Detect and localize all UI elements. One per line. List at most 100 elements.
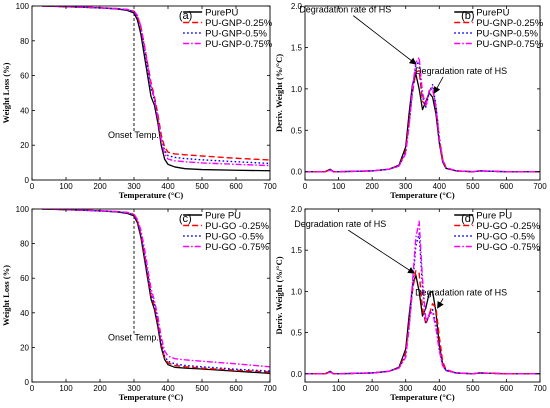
onset-label-a: Onset Temp. <box>108 130 159 140</box>
x-tick-label-b: 200 <box>365 182 379 191</box>
y-tick-label-d: 1.5 <box>291 246 303 255</box>
y-tick-label-c: 60 <box>20 274 29 283</box>
y-tick-label-b: 0.5 <box>291 126 303 135</box>
y-tick-label-b: 1.5 <box>291 43 303 52</box>
y-tick-label-d: 1.0 <box>291 287 303 296</box>
x-tick-label-a: 100 <box>59 182 73 191</box>
series-line-a-3 <box>42 6 270 167</box>
y-tick-label-d: 2.0 <box>291 205 303 214</box>
series-line-d-3 <box>305 220 540 375</box>
legend-label-c-3: PU-GO -0.75% <box>205 242 269 253</box>
legend-label-a-1: PU-GNP-0.25% <box>205 18 273 29</box>
annotation-d-1: Degradation rate of HS <box>415 288 507 298</box>
x-tick-label-d: 100 <box>332 384 346 393</box>
x-tick-label-d: 200 <box>365 384 379 393</box>
series-line-b-0 <box>305 73 540 173</box>
legend-label-d-2: PU-GO -0.5% <box>476 231 535 242</box>
y-tick-label-d: 0.0 <box>291 370 303 379</box>
panel-c: Onset Temp. 0 100 200 300 400 500 600 700 0 20 40 60… <box>1 205 277 402</box>
x-tick-label-d: 400 <box>433 384 447 393</box>
y-tick-label-b: 1.0 <box>291 85 303 94</box>
x-tick-label-c: 600 <box>229 384 243 393</box>
y-tick-label-d: 0.5 <box>291 329 303 338</box>
y-axis-label-d: Deriv. Weight (%/°C) <box>274 256 284 334</box>
axes-frame-a <box>31 5 271 181</box>
annotation-arrow-b-0 <box>353 15 417 65</box>
annotation-arrow-d-0 <box>348 229 415 274</box>
y-tick-label-b: 2.0 <box>291 2 303 11</box>
x-tick-label-a: 200 <box>93 182 107 191</box>
axes-frame-d <box>304 208 541 383</box>
panel-d: 0 100 200 300 400 500 600 700 0.0 0.5 1.0 1.5 2.0 Tem… <box>274 205 547 402</box>
y-tick-label-a: 60 <box>20 72 29 81</box>
annotation-arrow-b-1 <box>433 76 444 94</box>
x-tick-label-c: 100 <box>59 384 73 393</box>
y-tick-label-a: 0 <box>25 176 30 185</box>
x-axis-label-d: Temperature (°C) <box>390 392 455 402</box>
annotation-b-1: Degradation rate of HS <box>415 66 507 76</box>
panel-label-c: (c) <box>179 213 192 225</box>
x-tick-label-b: 0 <box>303 182 308 191</box>
y-tick-label-c: 0 <box>25 378 30 387</box>
y-tick-label-c: 100 <box>16 205 30 214</box>
x-tick-label-a: 300 <box>127 182 141 191</box>
x-tick-label-c: 200 <box>93 384 107 393</box>
x-tick-label-d: 300 <box>399 384 413 393</box>
x-tick-label-a: 600 <box>229 182 243 191</box>
x-axis-label-c: Temperature (°C) <box>119 392 184 402</box>
legend-label-a-0: PurePU <box>205 7 238 18</box>
x-tick-label-a: 400 <box>161 182 175 191</box>
series-line-c-2 <box>42 209 270 372</box>
x-tick-label-a: 0 <box>30 182 35 191</box>
legend-label-b-0: PurePU <box>476 7 509 18</box>
panel-a: Onset Temp. 0 100 200 300 400 500 600 700 0 20 40 60… <box>1 2 277 200</box>
panel-b: 0 100 200 300 400 500 600 700 0.0 0.5 1.0 1.5 2.0 Tem… <box>274 2 547 200</box>
y-tick-label-a: 100 <box>16 2 30 11</box>
panel-label-d: (d) <box>461 213 474 225</box>
x-tick-label-b: 600 <box>500 182 514 191</box>
series-line-c-3 <box>42 209 270 368</box>
y-tick-label-a: 20 <box>20 141 29 150</box>
x-axis-label-b: Temperature (°C) <box>390 190 455 200</box>
x-tick-label-d: 500 <box>466 384 480 393</box>
x-tick-label-a: 500 <box>195 182 209 191</box>
y-tick-label-c: 80 <box>20 240 29 249</box>
legend-label-d-1: PU-GO -0.25% <box>476 221 540 232</box>
y-axis-label-b: Deriv. Weight (%/°C) <box>274 54 284 132</box>
annotation-b-0: Degradation rate of HS <box>299 5 391 15</box>
y-tick-label-c: 40 <box>20 309 29 318</box>
legend-label-a-2: PU-GNP-0.5% <box>205 28 267 39</box>
y-tick-label-a: 40 <box>20 106 29 115</box>
legend-label-c-0: Pure PU <box>205 210 241 221</box>
x-tick-label-c: 400 <box>161 384 175 393</box>
x-tick-label-b: 100 <box>332 182 346 191</box>
series-line-b-2 <box>305 60 540 173</box>
annotation-arrow-d-1 <box>437 298 444 309</box>
y-tick-label-a: 80 <box>20 37 29 46</box>
x-tick-label-d: 0 <box>303 384 308 393</box>
legend-label-b-2: PU-GNP-0.5% <box>476 28 538 39</box>
y-tick-label-c: 20 <box>20 343 29 352</box>
x-tick-label-b: 500 <box>466 182 480 191</box>
axes-frame-b <box>304 5 541 181</box>
x-tick-label-b: 700 <box>533 182 547 191</box>
legend-label-a-3: PU-GNP-0.75% <box>205 39 273 50</box>
legend-label-d-3: PU-GO -0.75% <box>476 242 540 253</box>
legend-label-d-0: Pure PU <box>476 210 512 221</box>
x-tick-label-c: 0 <box>30 384 35 393</box>
panel-label-b: (b) <box>461 10 474 22</box>
y-axis-label-c: Weight Loss (%) <box>1 265 11 326</box>
x-tick-label-c: 700 <box>263 384 277 393</box>
series-line-b-3 <box>305 56 540 173</box>
axes-frame-c <box>31 208 271 383</box>
legend-label-c-2: PU-GO -0.5% <box>205 231 264 242</box>
x-tick-label-d: 600 <box>500 384 514 393</box>
legend-label-b-3: PU-GNP-0.75% <box>476 39 544 50</box>
onset-label-c: Onset Temp. <box>108 332 159 342</box>
y-tick-label-b: 0.0 <box>291 168 303 177</box>
x-tick-label-a: 700 <box>263 182 277 191</box>
x-tick-label-b: 400 <box>433 182 447 191</box>
x-axis-label-a: Temperature (°C) <box>119 190 184 200</box>
x-tick-label-c: 500 <box>195 384 209 393</box>
